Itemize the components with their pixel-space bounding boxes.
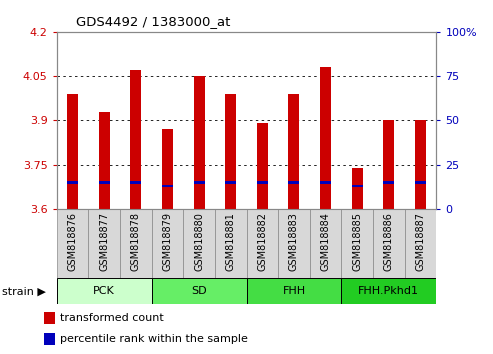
Bar: [183, 209, 215, 278]
Bar: [384, 181, 394, 184]
Text: FHH: FHH: [282, 286, 306, 296]
Bar: [246, 209, 278, 278]
Bar: [57, 209, 88, 278]
Bar: [225, 181, 236, 184]
Bar: [257, 123, 268, 209]
Text: GSM818882: GSM818882: [257, 212, 267, 271]
Bar: [88, 209, 120, 278]
Bar: [384, 120, 394, 209]
Text: PCK: PCK: [93, 286, 115, 296]
Bar: [278, 209, 310, 278]
Bar: [225, 94, 236, 209]
Text: GSM818886: GSM818886: [384, 212, 394, 271]
Text: SD: SD: [191, 286, 207, 296]
Bar: [373, 209, 405, 278]
Text: FHH.Pkhd1: FHH.Pkhd1: [358, 286, 420, 296]
Text: GSM818876: GSM818876: [68, 212, 77, 271]
Bar: [194, 76, 205, 209]
Text: GSM818880: GSM818880: [194, 212, 204, 271]
Bar: [288, 94, 299, 209]
Text: transformed count: transformed count: [60, 313, 164, 323]
Bar: [415, 181, 426, 184]
Text: percentile rank within the sample: percentile rank within the sample: [60, 333, 248, 344]
Bar: [130, 181, 141, 184]
Text: GSM818881: GSM818881: [226, 212, 236, 271]
Bar: [288, 181, 299, 184]
Bar: [162, 129, 173, 209]
Bar: [120, 209, 152, 278]
Bar: [320, 181, 331, 184]
Bar: [341, 278, 436, 304]
Bar: [310, 209, 341, 278]
Bar: [352, 167, 363, 209]
Bar: [341, 209, 373, 278]
Bar: [44, 333, 55, 344]
Bar: [320, 67, 331, 209]
Bar: [415, 120, 426, 209]
Bar: [215, 209, 246, 278]
Bar: [67, 94, 78, 209]
Bar: [152, 209, 183, 278]
Bar: [57, 278, 152, 304]
Bar: [246, 278, 341, 304]
Bar: [130, 70, 141, 209]
Text: GSM818887: GSM818887: [416, 212, 425, 271]
Bar: [194, 181, 205, 184]
Text: GSM818879: GSM818879: [162, 212, 173, 271]
Text: GSM818884: GSM818884: [320, 212, 331, 271]
Text: GSM818878: GSM818878: [131, 212, 141, 271]
Text: GSM818877: GSM818877: [99, 212, 109, 272]
Text: GSM818883: GSM818883: [289, 212, 299, 271]
Bar: [44, 312, 55, 324]
Text: GSM818885: GSM818885: [352, 212, 362, 271]
Bar: [162, 184, 173, 187]
Bar: [67, 181, 78, 184]
Bar: [152, 278, 246, 304]
Text: strain ▶: strain ▶: [2, 286, 46, 296]
Text: GDS4492 / 1383000_at: GDS4492 / 1383000_at: [76, 15, 231, 28]
Bar: [99, 181, 109, 184]
Bar: [352, 184, 363, 187]
Bar: [257, 181, 268, 184]
Bar: [99, 112, 109, 209]
Bar: [405, 209, 436, 278]
